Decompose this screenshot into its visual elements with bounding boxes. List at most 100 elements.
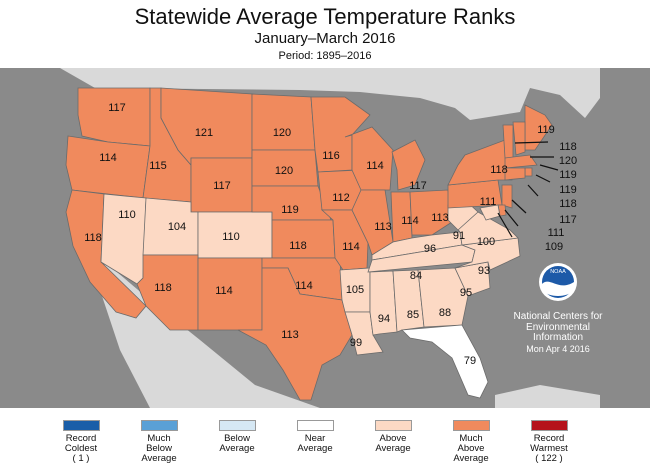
rank-label-az: 118 (154, 282, 172, 294)
rank-label-oh: 113 (431, 212, 449, 224)
legend-swatch (374, 420, 412, 431)
rank-label-ms: 94 (378, 313, 390, 325)
state-al (392, 269, 425, 333)
legend-swatch (452, 420, 490, 431)
state-or (65, 135, 151, 199)
rank-label-sd: 120 (275, 165, 293, 177)
credit-line-2: Environmental (526, 321, 590, 333)
rank-label-ky: 96 (424, 243, 436, 255)
state-ma (504, 154, 538, 169)
state-nd (251, 93, 316, 151)
state-nh (512, 121, 526, 156)
rank-label-ct: 118 (559, 198, 577, 210)
legend-item-below: Below Average (202, 420, 272, 454)
state-fl (401, 324, 489, 399)
legend-label: Near Average (297, 433, 333, 454)
state-tx (237, 267, 353, 401)
credit-line-1: National Centers for (513, 311, 603, 322)
map-subtitle: January–March 2016 (254, 30, 396, 47)
ncei-credit: National Centers for Environmental Infor… (508, 311, 608, 354)
rank-label-or: 114 (99, 152, 117, 164)
rank-label-vt: 120 (559, 155, 577, 167)
rank-label-nh: 118 (559, 141, 577, 153)
state-mi (391, 139, 426, 191)
leader-line-ct (527, 184, 539, 197)
us-state-map: 117 114 118 115 110 121 117 104 110 118 114 120 120 1… (60, 68, 600, 408)
legend-swatch (530, 420, 568, 431)
rank-label-wa: 117 (108, 102, 126, 114)
rank-label-la: 99 (350, 337, 362, 349)
credit-line-3: Information (532, 332, 584, 343)
legend-swatch (140, 420, 178, 431)
rank-label-wv: 91 (453, 230, 465, 242)
legend-item-near: Near Average (280, 420, 350, 454)
caribbean-land (495, 385, 600, 408)
legend-swatch (218, 420, 256, 431)
rank-label-me: 119 (537, 124, 555, 136)
legend-label: Much Above Average (453, 433, 489, 464)
rank-label-nd: 120 (273, 127, 291, 139)
rank-label-ia: 112 (332, 192, 350, 204)
state-nj (501, 184, 513, 209)
leader-line-nh (514, 141, 549, 144)
credit-date: Mon Apr 4 2016 (526, 343, 590, 354)
rank-label-de: 111 (548, 227, 565, 239)
rank-label-mo: 114 (342, 241, 360, 253)
rank-label-in: 114 (401, 215, 419, 227)
state-oh (409, 189, 453, 236)
map-period: Period: 1895–2016 (278, 50, 372, 62)
rank-label-tn: 84 (410, 270, 422, 282)
state-ct (504, 167, 526, 181)
state-nc (454, 237, 521, 271)
legend-swatch (296, 420, 334, 431)
rank-label-il: 113 (374, 221, 392, 233)
legend-item-record-coldest: Record Coldest( 1 ) (46, 420, 116, 464)
rank-label-ar: 105 (346, 284, 364, 296)
leader-line-de (504, 209, 519, 227)
rank-label-wi: 114 (366, 160, 384, 172)
legend-label: Record Coldest( 1 ) (64, 433, 98, 464)
legend-swatch (62, 420, 100, 431)
legend-label: Above Average (375, 433, 411, 454)
rank-label-mt: 121 (195, 127, 213, 139)
legend-item-much-below: Much Below Average (124, 420, 194, 464)
state-ny (447, 139, 513, 186)
state-ri (524, 167, 533, 177)
leader-line-md (497, 212, 513, 238)
legend-item-much-above: Much Above Average (436, 420, 506, 464)
rank-label-fl: 79 (464, 355, 476, 367)
rank-label-wy: 117 (213, 180, 231, 192)
rank-label-mn: 116 (322, 150, 340, 162)
legend-item-record-warmest: Record Warmest( 122 ) (514, 420, 584, 464)
legend-label: Much Below Average (141, 433, 177, 464)
rank-label-ny: 118 (490, 164, 508, 176)
noaa-logo: NOAA (539, 263, 577, 301)
rank-label-nv: 110 (118, 209, 136, 221)
rank-label-nc: 93 (478, 265, 490, 277)
rank-label-ne: 119 (281, 204, 299, 216)
rank-label-pa: 111 (480, 196, 497, 208)
rank-label-ri: 119 (559, 184, 577, 196)
legend-item-above: Above Average (358, 420, 428, 454)
leader-line-ma (539, 164, 559, 171)
rank-label-ks: 118 (289, 240, 307, 252)
rank-label-md: 109 (545, 241, 563, 253)
rank-label-va: 100 (477, 236, 495, 248)
map-legend: Record Coldest( 1 ) Much Below Average Below A… (0, 420, 650, 475)
mexico-land (100, 262, 320, 408)
state-wa (77, 87, 151, 147)
rank-label-ma: 119 (559, 169, 577, 181)
noaa-logo-text: NOAA (550, 269, 566, 275)
state-ga (417, 267, 469, 328)
rank-label-al: 85 (407, 309, 419, 321)
rank-label-sc: 95 (460, 287, 472, 299)
rank-label-ok: 114 (295, 280, 313, 292)
rank-label-co: 110 (222, 231, 240, 243)
map-header: Statewide Average Temperature Ranks Janu… (0, 0, 650, 68)
state-ks (271, 219, 336, 259)
rank-label-mi: 117 (409, 180, 427, 192)
state-vt (502, 124, 514, 159)
map-title: Statewide Average Temperature Ranks (134, 4, 516, 29)
rank-label-nm: 114 (215, 285, 233, 297)
leader-line-nj (511, 199, 527, 214)
